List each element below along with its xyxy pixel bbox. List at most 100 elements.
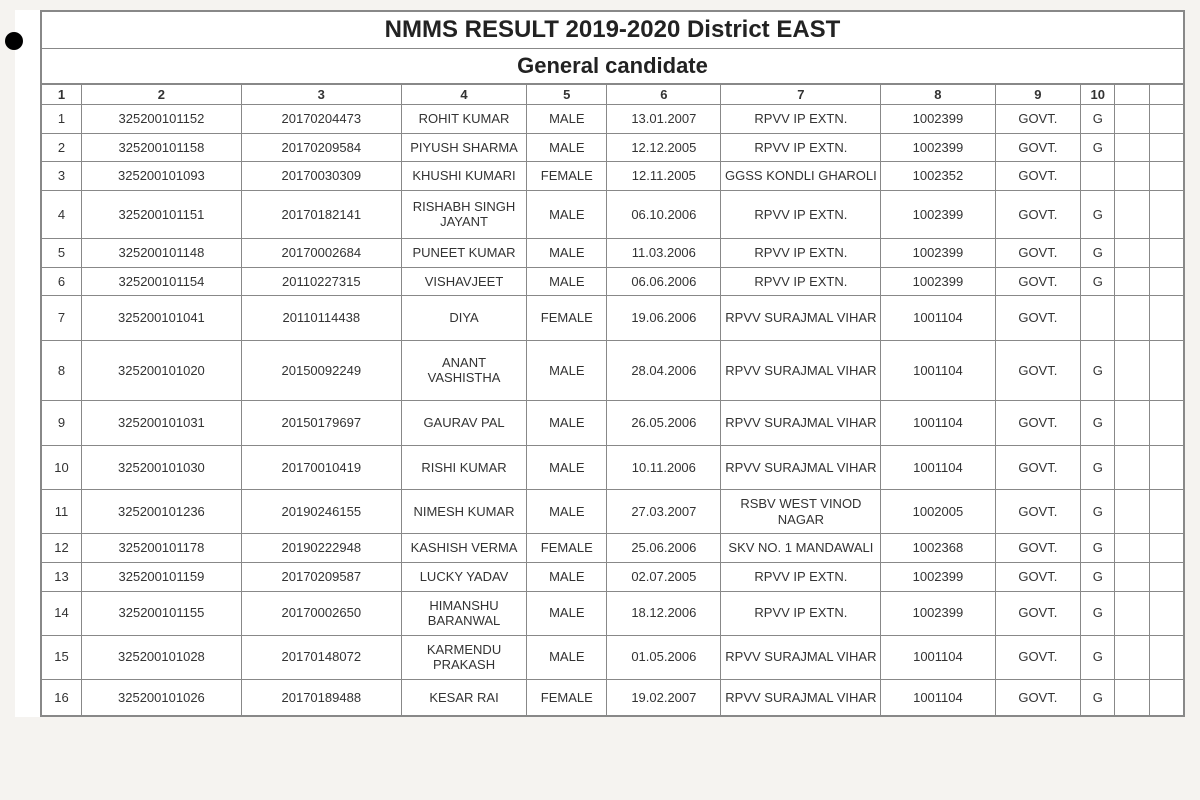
table-cell	[1115, 133, 1149, 162]
table-cell: GOVT.	[995, 267, 1081, 296]
table-cell: 5	[42, 238, 82, 267]
table-cell: FEMALE	[527, 162, 607, 191]
results-table: 12345678910 132520010115220170204473ROHI…	[41, 84, 1184, 716]
table-cell: G	[1081, 238, 1115, 267]
table-cell: GOVT.	[995, 340, 1081, 400]
table-cell	[1149, 591, 1183, 635]
table-cell	[1149, 190, 1183, 238]
table-cell: 14	[42, 591, 82, 635]
table-cell: GOVT.	[995, 400, 1081, 445]
table-cell: GOVT.	[995, 133, 1081, 162]
table-cell: 325200101148	[81, 238, 241, 267]
table-cell	[1149, 534, 1183, 563]
table-cell: RPVV IP EXTN.	[721, 267, 881, 296]
punch-hole-dot	[5, 32, 23, 50]
table-row: 732520010104120110114438DIYAFEMALE19.06.…	[42, 296, 1184, 341]
table-cell	[1149, 238, 1183, 267]
table-cell: RPVV SURAJMAL VIHAR	[721, 296, 881, 341]
table-cell: HIMANSHU BARANWAL	[401, 591, 527, 635]
table-cell: FEMALE	[527, 679, 607, 716]
table-row: 532520010114820170002684PUNEET KUMARMALE…	[42, 238, 1184, 267]
table-cell: RPVV SURAJMAL VIHAR	[721, 400, 881, 445]
table-cell: 325200101178	[81, 534, 241, 563]
table-cell: 20170209584	[241, 133, 401, 162]
table-cell: RPVV SURAJMAL VIHAR	[721, 445, 881, 490]
table-cell: 325200101152	[81, 105, 241, 134]
table-cell: G	[1081, 591, 1115, 635]
table-row: 1332520010115920170209587LUCKY YADAVMALE…	[42, 562, 1184, 591]
table-cell: RPVV IP EXTN.	[721, 591, 881, 635]
table-cell: G	[1081, 133, 1115, 162]
column-header-4: 4	[401, 85, 527, 105]
table-cell: G	[1081, 679, 1115, 716]
table-cell: 6	[42, 267, 82, 296]
table-cell: 26.05.2006	[607, 400, 721, 445]
table-cell	[1115, 296, 1149, 341]
table-cell: 1001104	[881, 679, 995, 716]
table-cell: G	[1081, 190, 1115, 238]
table-cell: G	[1081, 340, 1115, 400]
table-cell: G	[1081, 400, 1115, 445]
table-cell: 325200101031	[81, 400, 241, 445]
table-cell: G	[1081, 635, 1115, 679]
table-cell: 1002368	[881, 534, 995, 563]
table-cell	[1115, 591, 1149, 635]
page-title: NMMS RESULT 2019-2020 District EAST	[41, 11, 1184, 49]
table-cell: 06.10.2006	[607, 190, 721, 238]
table-cell	[1149, 490, 1183, 534]
table-cell: 10.11.2006	[607, 445, 721, 490]
table-cell: 2	[42, 133, 82, 162]
table-cell: GOVT.	[995, 534, 1081, 563]
table-cell	[1081, 296, 1115, 341]
table-cell: FEMALE	[527, 296, 607, 341]
table-cell	[1115, 400, 1149, 445]
table-row: 1632520010102620170189488KESAR RAIFEMALE…	[42, 679, 1184, 716]
table-cell: LUCKY YADAV	[401, 562, 527, 591]
table-row: 1432520010115520170002650HIMANSHU BARANW…	[42, 591, 1184, 635]
table-cell: 1002399	[881, 190, 995, 238]
table-cell: 20110227315	[241, 267, 401, 296]
table-cell: 1002399	[881, 267, 995, 296]
table-cell	[1115, 445, 1149, 490]
table-cell	[1149, 340, 1183, 400]
table-cell	[1115, 562, 1149, 591]
table-cell: G	[1081, 534, 1115, 563]
table-cell: GOVT.	[995, 445, 1081, 490]
table-cell: 13.01.2007	[607, 105, 721, 134]
table-cell: G	[1081, 445, 1115, 490]
table-cell: 4	[42, 190, 82, 238]
table-cell: 325200101158	[81, 133, 241, 162]
table-cell: KASHISH VERMA	[401, 534, 527, 563]
table-cell	[1149, 133, 1183, 162]
column-header-1: 1	[42, 85, 82, 105]
table-cell: 1001104	[881, 445, 995, 490]
table-body: 132520010115220170204473ROHIT KUMARMALE1…	[42, 105, 1184, 716]
table-cell: 18.12.2006	[607, 591, 721, 635]
table-header-row: 12345678910	[42, 85, 1184, 105]
table-row: 332520010109320170030309KHUSHI KUMARIFEM…	[42, 162, 1184, 191]
column-header-7: 7	[721, 85, 881, 105]
table-cell: 325200101159	[81, 562, 241, 591]
table-cell: G	[1081, 267, 1115, 296]
table-cell: MALE	[527, 267, 607, 296]
table-cell: MALE	[527, 591, 607, 635]
table-cell: 20170010419	[241, 445, 401, 490]
table-cell: 11.03.2006	[607, 238, 721, 267]
table-cell: 325200101151	[81, 190, 241, 238]
table-cell: GOVT.	[995, 635, 1081, 679]
table-cell: DIYA	[401, 296, 527, 341]
table-cell: MALE	[527, 490, 607, 534]
table-cell: 20170002650	[241, 591, 401, 635]
table-cell: 28.04.2006	[607, 340, 721, 400]
table-cell: MALE	[527, 445, 607, 490]
table-cell: 1001104	[881, 340, 995, 400]
column-header-12	[1149, 85, 1183, 105]
table-cell: 3	[42, 162, 82, 191]
table-cell: G	[1081, 562, 1115, 591]
table-cell: 1002399	[881, 591, 995, 635]
table-cell: RSBV WEST VINOD NAGAR	[721, 490, 881, 534]
table-cell: 9	[42, 400, 82, 445]
table-cell: GOVT.	[995, 591, 1081, 635]
table-cell: 20190246155	[241, 490, 401, 534]
table-cell	[1149, 162, 1183, 191]
